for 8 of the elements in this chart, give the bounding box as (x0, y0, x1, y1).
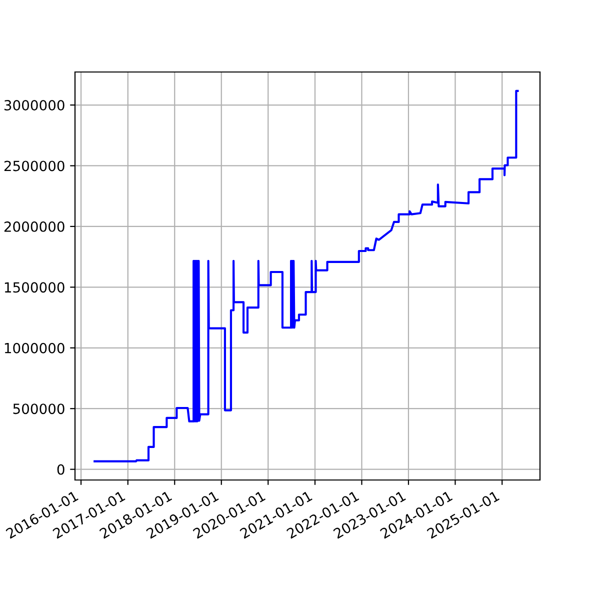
y-tick-label: 3000000 (4, 100, 64, 111)
y-tick-label: 2000000 (4, 221, 64, 232)
y-tick-label: 1000000 (4, 342, 64, 354)
y-tick-label: 2500000 (4, 160, 64, 172)
y-tick-label: 1500000 (4, 282, 64, 293)
y-tick-label: 0 (57, 464, 64, 475)
line-series (94, 90, 519, 462)
y-tick-label: 500000 (13, 404, 64, 414)
